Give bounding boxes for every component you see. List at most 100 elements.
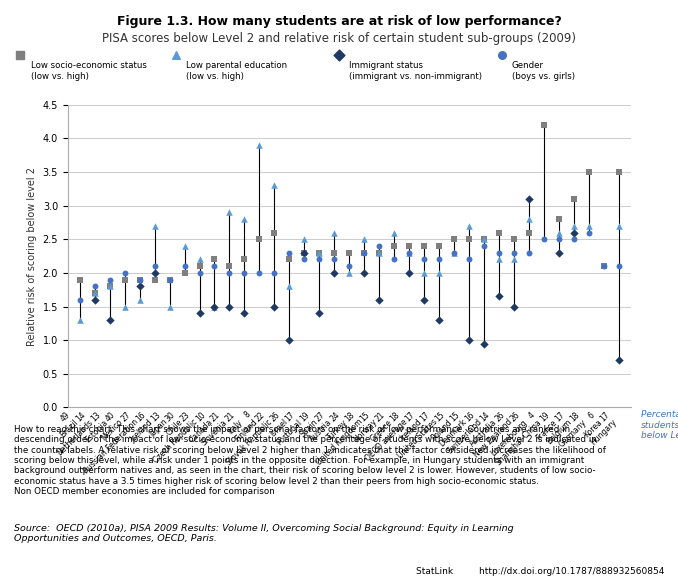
Point bbox=[269, 268, 280, 278]
Point bbox=[299, 248, 310, 257]
Point bbox=[179, 261, 190, 271]
Point bbox=[388, 242, 399, 251]
Point bbox=[284, 255, 295, 264]
Point bbox=[149, 221, 160, 230]
Point bbox=[479, 242, 490, 251]
Point bbox=[104, 282, 115, 291]
Point bbox=[284, 248, 295, 257]
Point bbox=[164, 275, 175, 284]
Point bbox=[613, 168, 624, 177]
Point bbox=[538, 235, 549, 244]
Point bbox=[209, 302, 220, 311]
Text: StatLink         http://dx.doi.org/10.1787/888932560854: StatLink http://dx.doi.org/10.1787/88893… bbox=[416, 567, 664, 576]
Point bbox=[508, 248, 519, 257]
Point bbox=[224, 268, 235, 278]
Text: Figure 1.3. How many students are at risk of low performance?: Figure 1.3. How many students are at ris… bbox=[117, 15, 561, 27]
Point bbox=[149, 275, 160, 284]
Point bbox=[418, 268, 429, 278]
Point bbox=[359, 235, 370, 244]
Point bbox=[568, 194, 579, 204]
Point bbox=[344, 261, 355, 271]
Text: Gender
(boys vs. girls): Gender (boys vs. girls) bbox=[512, 61, 575, 80]
Point bbox=[568, 228, 579, 237]
Point bbox=[598, 261, 609, 271]
Point bbox=[494, 292, 504, 301]
Point bbox=[496, 51, 507, 60]
Point bbox=[254, 268, 265, 278]
Point bbox=[374, 248, 384, 257]
Point bbox=[494, 248, 504, 257]
Text: Percentage of
students
below Level 2: Percentage of students below Level 2 bbox=[641, 410, 678, 440]
Point bbox=[553, 235, 564, 244]
Point bbox=[75, 295, 85, 304]
Point bbox=[403, 268, 414, 278]
Point bbox=[334, 51, 344, 60]
Point bbox=[194, 268, 205, 278]
Point bbox=[299, 235, 310, 244]
Point bbox=[89, 295, 100, 304]
Point bbox=[359, 248, 370, 257]
Point bbox=[538, 120, 549, 130]
Point bbox=[464, 335, 475, 345]
Point bbox=[89, 289, 100, 298]
Point bbox=[553, 228, 564, 237]
Point bbox=[269, 228, 280, 237]
Point bbox=[464, 235, 475, 244]
Point bbox=[134, 275, 145, 284]
Point bbox=[239, 268, 250, 278]
Point bbox=[134, 282, 145, 291]
Point bbox=[104, 315, 115, 325]
Point bbox=[583, 221, 594, 230]
Point bbox=[329, 228, 340, 237]
Point bbox=[89, 282, 100, 291]
Point bbox=[374, 242, 384, 251]
Point bbox=[418, 255, 429, 264]
Point bbox=[119, 302, 130, 311]
Point bbox=[75, 315, 85, 325]
Point bbox=[479, 235, 490, 244]
Point bbox=[171, 51, 182, 60]
Point bbox=[613, 261, 624, 271]
Point bbox=[523, 214, 534, 223]
Point bbox=[15, 51, 26, 60]
Point bbox=[359, 248, 370, 257]
Point bbox=[224, 208, 235, 217]
Point bbox=[89, 289, 100, 298]
Point bbox=[523, 194, 534, 204]
Point bbox=[523, 248, 534, 257]
Point bbox=[224, 302, 235, 311]
Point bbox=[209, 255, 220, 264]
Point bbox=[433, 255, 444, 264]
Point bbox=[75, 275, 85, 284]
Point bbox=[508, 255, 519, 264]
Point bbox=[314, 255, 325, 264]
Point bbox=[568, 221, 579, 230]
Point bbox=[344, 248, 355, 257]
Point bbox=[134, 275, 145, 284]
Point bbox=[119, 268, 130, 278]
Point bbox=[418, 295, 429, 304]
Point bbox=[299, 255, 310, 264]
Point bbox=[523, 228, 534, 237]
Point bbox=[164, 302, 175, 311]
Point bbox=[284, 335, 295, 345]
Point bbox=[479, 339, 490, 348]
Point bbox=[104, 282, 115, 291]
Point bbox=[449, 235, 460, 244]
Point bbox=[194, 308, 205, 318]
Point bbox=[433, 268, 444, 278]
Point bbox=[374, 295, 384, 304]
Point bbox=[209, 261, 220, 271]
Point bbox=[464, 255, 475, 264]
Point bbox=[194, 255, 205, 264]
Point bbox=[269, 181, 280, 190]
Point bbox=[403, 242, 414, 251]
Point bbox=[314, 248, 325, 257]
Point bbox=[239, 255, 250, 264]
Point bbox=[194, 261, 205, 271]
Point bbox=[344, 268, 355, 278]
Point bbox=[553, 248, 564, 257]
Point bbox=[149, 268, 160, 278]
Point bbox=[508, 302, 519, 311]
Point bbox=[464, 221, 475, 230]
